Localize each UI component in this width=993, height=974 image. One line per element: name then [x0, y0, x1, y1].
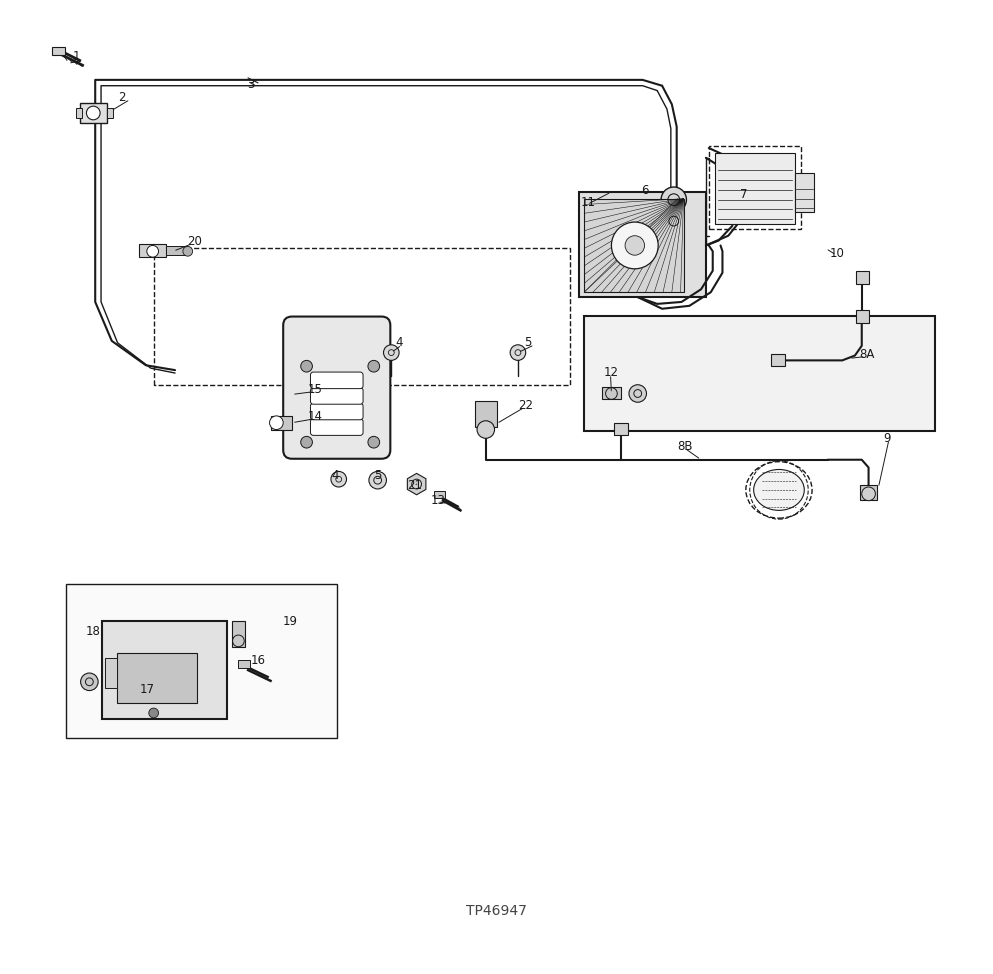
Text: 19: 19 [282, 615, 297, 628]
Text: 18: 18 [85, 624, 100, 638]
Text: 14: 14 [308, 410, 323, 424]
Bar [66, 584, 337, 738]
Circle shape [862, 487, 876, 501]
Circle shape [383, 345, 399, 360]
Text: 4: 4 [395, 336, 403, 350]
Circle shape [331, 471, 347, 487]
Text: 9: 9 [883, 431, 891, 445]
Text: 10: 10 [829, 246, 844, 260]
Circle shape [301, 360, 313, 372]
Bar [270, 416, 292, 430]
Bar [709, 146, 801, 229]
Bar [860, 485, 878, 500]
Text: 12: 12 [604, 365, 619, 379]
Bar [715, 153, 794, 224]
Bar [579, 192, 706, 297]
Text: 13: 13 [430, 494, 445, 507]
Text: 17: 17 [140, 683, 155, 696]
Bar [584, 316, 934, 431]
Bar [584, 199, 683, 292]
Text: 6: 6 [640, 184, 648, 198]
FancyBboxPatch shape [283, 317, 390, 459]
Bar [166, 246, 188, 255]
Bar [53, 47, 65, 55]
Bar [856, 271, 869, 284]
Text: 8B: 8B [677, 439, 693, 453]
Circle shape [369, 471, 386, 489]
Bar [772, 354, 784, 366]
Bar [231, 621, 245, 647]
Text: 3: 3 [247, 78, 254, 92]
Bar [434, 491, 445, 498]
Text: 21: 21 [407, 478, 422, 492]
Bar [615, 423, 628, 435]
Text: TP46947: TP46947 [466, 904, 527, 918]
Polygon shape [407, 473, 426, 495]
Bar [79, 103, 107, 123]
Text: 5: 5 [523, 336, 531, 350]
Circle shape [629, 385, 646, 402]
Bar [105, 658, 116, 688]
Ellipse shape [754, 469, 804, 510]
Text: 8A: 8A [859, 348, 874, 361]
Circle shape [612, 222, 658, 269]
Circle shape [147, 245, 159, 257]
Text: 4: 4 [331, 468, 339, 482]
Bar [139, 244, 166, 257]
Bar [794, 173, 814, 212]
Bar [602, 387, 622, 399]
Text: 15: 15 [308, 383, 323, 396]
Circle shape [80, 673, 98, 691]
Circle shape [661, 187, 686, 212]
Text: 16: 16 [251, 654, 266, 667]
Circle shape [269, 416, 283, 430]
Circle shape [183, 246, 193, 256]
Circle shape [625, 236, 644, 255]
Circle shape [301, 436, 313, 448]
Circle shape [149, 708, 159, 718]
Bar [116, 653, 197, 703]
Bar [856, 310, 869, 323]
Bar [668, 208, 680, 226]
FancyBboxPatch shape [311, 403, 363, 420]
Bar [75, 108, 81, 118]
Text: 5: 5 [373, 468, 381, 482]
Text: 20: 20 [187, 235, 202, 248]
Text: 2: 2 [118, 91, 126, 104]
Bar [107, 108, 113, 118]
Circle shape [477, 421, 495, 438]
Bar [475, 401, 496, 427]
FancyBboxPatch shape [311, 388, 363, 404]
FancyBboxPatch shape [311, 419, 363, 435]
Circle shape [368, 360, 379, 372]
Circle shape [86, 106, 100, 120]
Bar [102, 621, 226, 719]
Text: 11: 11 [580, 196, 595, 209]
Circle shape [510, 345, 525, 360]
FancyBboxPatch shape [311, 372, 363, 389]
Text: 7: 7 [740, 188, 748, 202]
Circle shape [368, 436, 379, 448]
Text: 22: 22 [518, 398, 533, 412]
Text: 1: 1 [72, 50, 80, 63]
Bar [238, 660, 250, 668]
